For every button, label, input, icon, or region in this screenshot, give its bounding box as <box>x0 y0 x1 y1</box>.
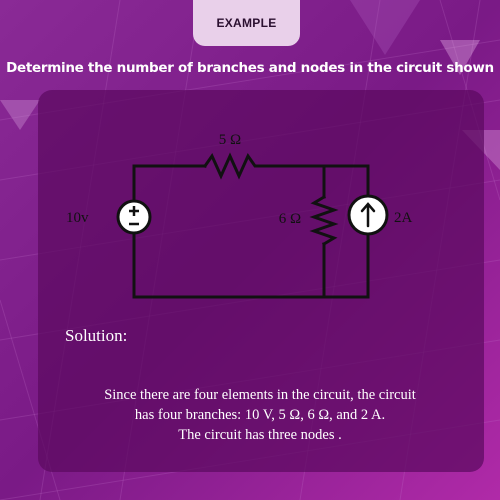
resistor-6-ohm-label: 6 Ω <box>279 211 301 227</box>
solution-heading: Solution: <box>65 326 128 345</box>
voltage-source-label: 10v <box>66 210 89 226</box>
content-card <box>38 90 484 472</box>
resistor-6-ohm <box>309 194 339 247</box>
wire-top-right <box>258 164 370 198</box>
solution-text: Since there are four elements in the cir… <box>40 385 480 445</box>
voltage-source-icon <box>116 199 152 235</box>
resistor-5-ohm-label: 5 Ω <box>219 132 241 148</box>
solution-line-1: Since there are four elements in the cir… <box>104 387 416 403</box>
problem-title: Determine the number of branches and nod… <box>6 60 494 76</box>
solution-line-3: The circuit has three nodes . <box>178 427 342 443</box>
solution-line-2: has four branches: 10 V, 5 Ω, 6 Ω, and 2… <box>134 407 386 423</box>
arrow-up-icon <box>360 202 376 228</box>
example-tag: EXAMPLE <box>193 0 300 46</box>
wire-top-left <box>132 164 207 204</box>
resistor-5-ohm <box>202 152 262 180</box>
current-source-label: 2A <box>394 210 413 226</box>
